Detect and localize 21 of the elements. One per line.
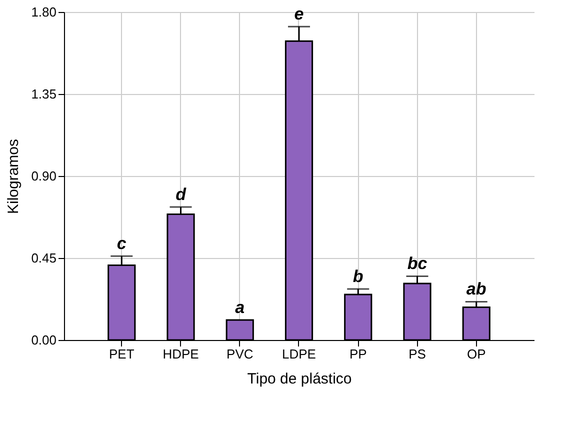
annotation: b [352, 266, 364, 286]
x-tick-label: PVC [226, 346, 254, 362]
x-tick-label: HDPE [162, 346, 200, 362]
x-tick-label: OP [466, 346, 486, 362]
annotation: bc [407, 254, 428, 274]
annotation: d [176, 184, 187, 204]
y-tick-label: 0.00 [31, 332, 56, 348]
x-tick-label: PP [349, 346, 367, 362]
x-tick-label: LDPE [282, 346, 316, 362]
y-tick-label: 1.80 [31, 4, 56, 20]
annotation: a [235, 298, 245, 317]
x-axis-title: Tipo de plástico [247, 370, 352, 388]
y-axis-title: Kilogramos [5, 138, 22, 214]
annotation: c [116, 234, 127, 254]
x-tick-label: PET [108, 346, 134, 362]
x-tick-label: PS [408, 346, 426, 362]
y-tick-label: 1.35 [31, 86, 56, 102]
y-tick-label: 0.45 [31, 250, 56, 266]
y-tick-label: 0.90 [31, 168, 56, 184]
annotation: e [294, 4, 304, 24]
annotation: ab [466, 280, 486, 299]
